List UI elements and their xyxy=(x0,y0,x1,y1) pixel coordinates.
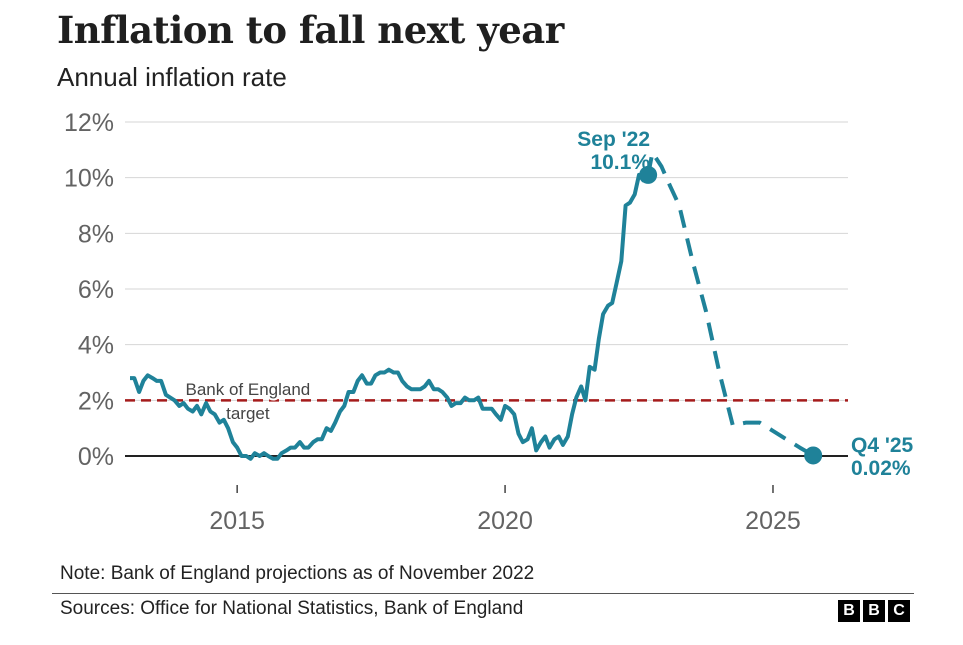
target-label: Bank of England xyxy=(185,380,310,399)
series-lines xyxy=(130,150,815,461)
y-axis-tick-labels: 0% 2% 4% 6% 8% 10% 12% xyxy=(64,109,114,471)
x-tick-label: 2025 xyxy=(745,507,801,535)
y-tick-label: 0% xyxy=(78,443,114,471)
chart-sources: Sources: Office for National Statistics,… xyxy=(60,598,524,619)
x-tick-label: 2015 xyxy=(209,507,265,535)
peak-label: Sep '22 xyxy=(577,128,650,151)
y-tick-label: 4% xyxy=(78,332,114,360)
peak-value-label: 10.1% xyxy=(590,151,650,174)
target-line-group: Bank of England target xyxy=(125,378,848,425)
bbc-logo-letter: C xyxy=(888,600,910,622)
bbc-logo: B B C xyxy=(838,600,910,622)
y-tick-label: 12% xyxy=(64,109,114,137)
y-tick-label: 10% xyxy=(64,165,114,193)
actual-inflation-line xyxy=(130,172,650,461)
projection-line xyxy=(646,150,815,458)
chart-title: Inflation to fall next year xyxy=(57,8,564,52)
x-axis: 2015 2020 2025 xyxy=(209,485,801,535)
x-tick-label: 2020 xyxy=(477,507,533,535)
chart-subtitle: Annual inflation rate xyxy=(57,62,287,92)
y-tick-label: 8% xyxy=(78,220,114,248)
peak-marker xyxy=(639,165,658,184)
bbc-logo-letter: B xyxy=(863,600,885,622)
projection-end-marker xyxy=(804,446,823,465)
y-tick-label: 2% xyxy=(78,387,114,415)
target-label: target xyxy=(226,404,270,423)
inflation-line-chart: 0% 2% 4% 6% 8% 10% 12% 2015 2020 2025 Bank of En… xyxy=(64,109,914,535)
projection-end-label: Q4 '25 xyxy=(851,434,914,457)
footer-divider xyxy=(52,593,914,594)
chart-note: Note: Bank of England projections as of … xyxy=(60,563,535,584)
projection-end-value-label: 0.02% xyxy=(851,457,911,480)
bbc-logo-letter: B xyxy=(838,600,860,622)
y-tick-label: 6% xyxy=(78,276,114,304)
